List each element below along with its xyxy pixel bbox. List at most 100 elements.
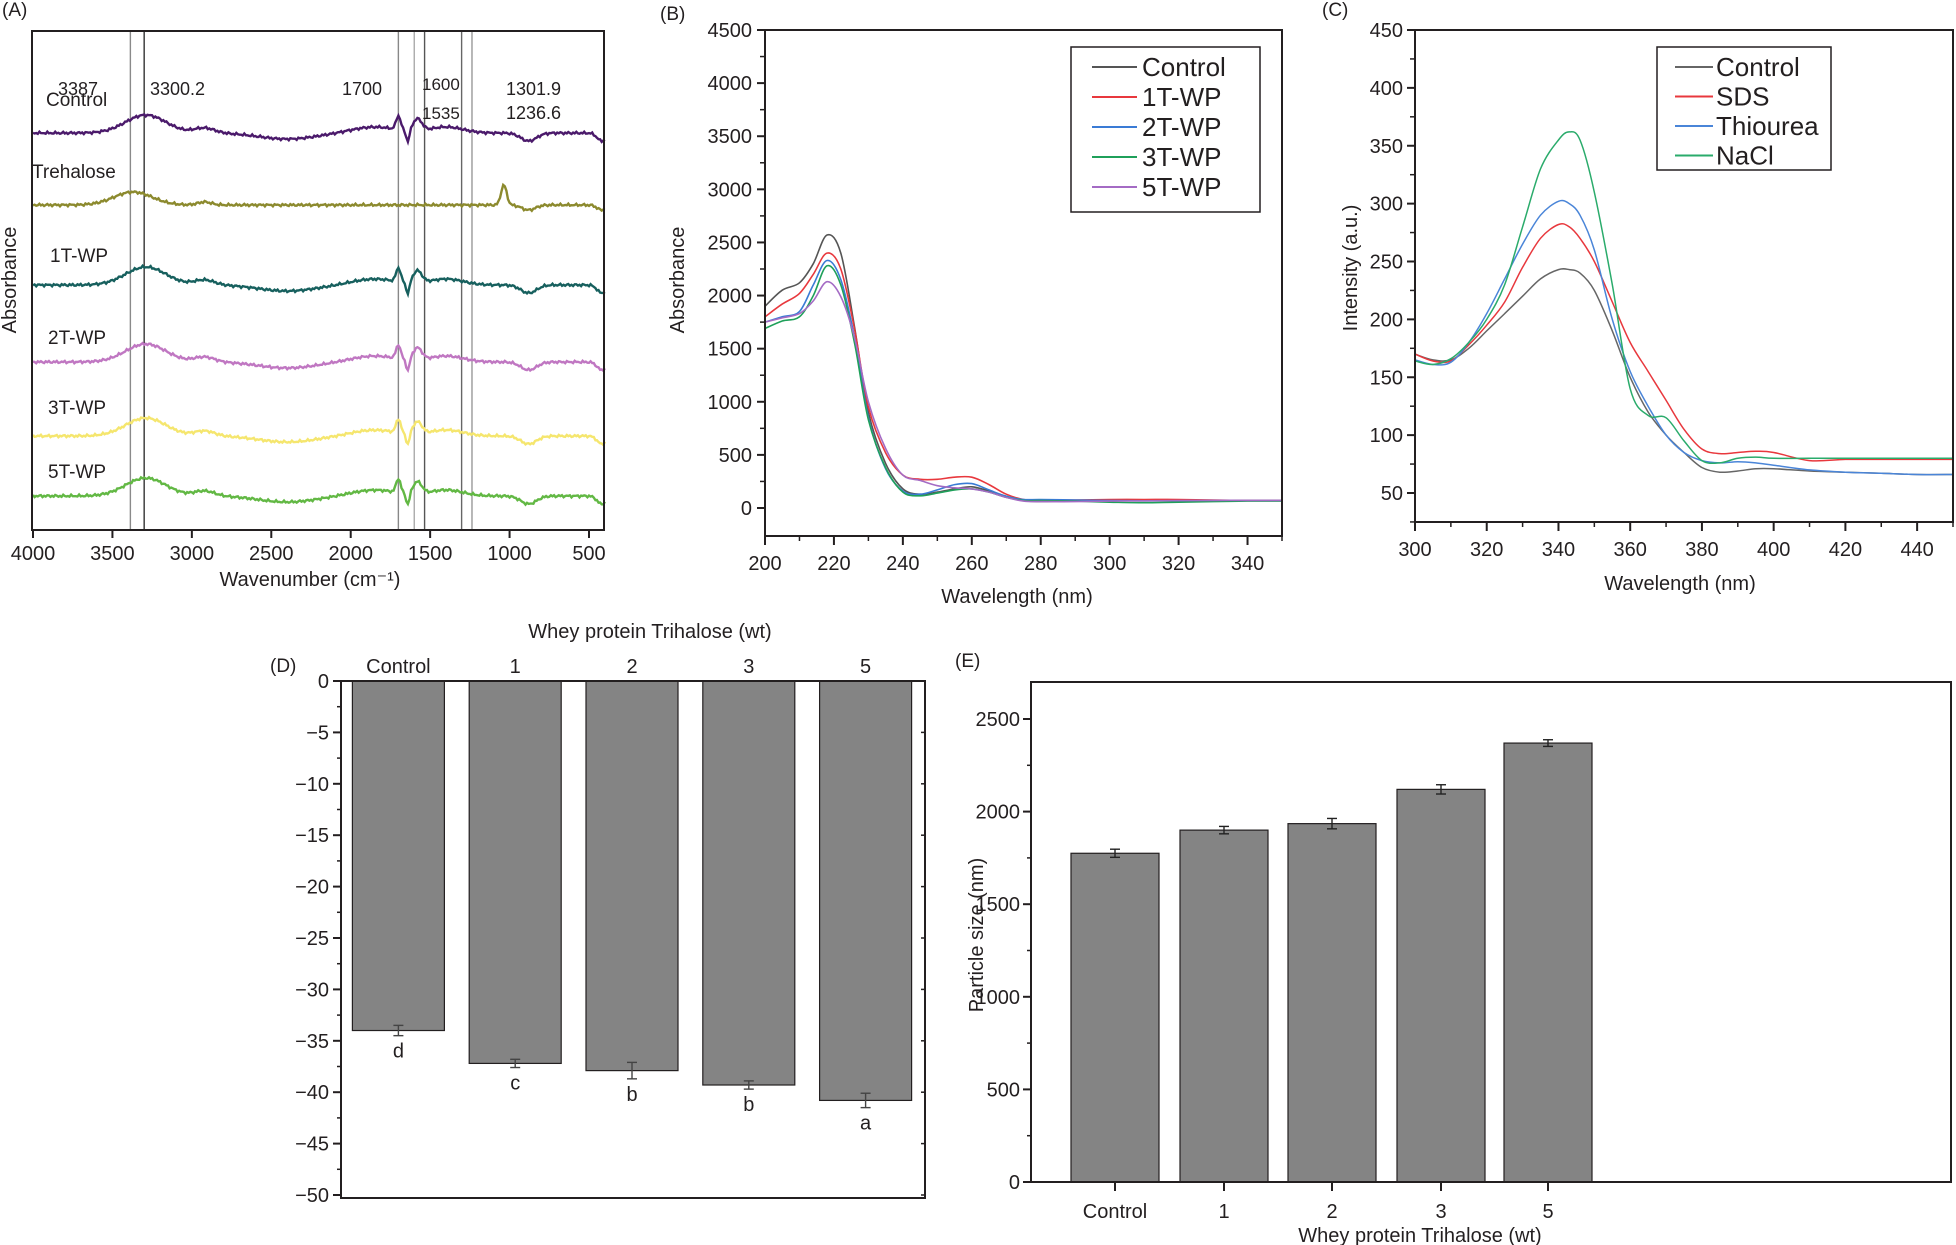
legend-label: 2T-WP xyxy=(1142,112,1221,142)
x-tick-label: 360 xyxy=(1614,539,1647,561)
bar xyxy=(818,680,913,1102)
panel-d-label: (D) xyxy=(270,656,296,677)
panel-b-label: (B) xyxy=(660,4,685,25)
x-tick-label: 2500 xyxy=(249,543,294,565)
category-label: Control xyxy=(366,656,430,678)
significance-letter: b xyxy=(743,1094,754,1116)
y-tick-label: −10 xyxy=(295,774,329,796)
y-axis-ticks: 0 −5 −10 −15 −20 −25 −30 −35 −40 −45 −50 xyxy=(295,671,925,1207)
legend-label: SDS xyxy=(1716,82,1769,112)
y-tick-label: −5 xyxy=(306,722,329,744)
y-tick-label: 250 xyxy=(1370,252,1403,274)
y-tick-label: −25 xyxy=(295,928,329,950)
y-tick-label: 300 xyxy=(1370,194,1403,216)
plot-frame xyxy=(1030,681,1952,1183)
y-axis-label: Absorbance xyxy=(667,227,689,334)
y-axis-label: Intensity (a.u.) xyxy=(1340,205,1362,332)
series-label: 2T-WP xyxy=(48,328,106,349)
panel-c-label: (C) xyxy=(1322,0,1348,21)
x-axis-label: Whey protein Trihalose (wt) xyxy=(1298,1225,1541,1245)
x-tick-label: 3500 xyxy=(90,543,135,565)
series-line xyxy=(764,259,1282,502)
series-line xyxy=(1414,130,1953,465)
significance-letter: d xyxy=(393,1041,404,1063)
reference-label: 3300.2 xyxy=(150,79,205,99)
reference-label: 3387 xyxy=(58,79,98,99)
category-label: 2 xyxy=(626,656,637,678)
x-tick-label: 1500 xyxy=(408,543,453,565)
y-tick-label: −35 xyxy=(295,1031,329,1053)
legend-label: Control xyxy=(1142,52,1226,82)
y-tick-label: 150 xyxy=(1370,367,1403,389)
y-tick-label: 200 xyxy=(1370,309,1403,331)
x-tick-label: 300 xyxy=(1093,553,1126,575)
y-tick-label: −50 xyxy=(295,1185,329,1207)
panel-b-uv: (B) 0 500 1000 1500 2000 2500 3000 3500 4000 4500… xyxy=(660,4,1283,608)
series-label: 3T-WP xyxy=(48,398,106,419)
bar xyxy=(702,680,796,1086)
y-tick-label: 0 xyxy=(741,498,752,520)
y-tick-label: 3500 xyxy=(708,126,753,148)
plot-frame xyxy=(1414,29,1954,523)
x-tick-label: 200 xyxy=(748,553,781,575)
x-tick-label: 500 xyxy=(572,543,605,565)
chart-title: Whey protein Trihalose (wt) xyxy=(528,621,771,643)
bars: d c b b a xyxy=(351,680,913,1135)
y-tick-label: −40 xyxy=(295,1082,329,1104)
series-line xyxy=(1414,222,1953,462)
panel-c-fluorescence: (C) 50 100 150 200 250 300 350 400 450 300 320 340… xyxy=(1322,0,1954,595)
category-label: 5 xyxy=(1542,1201,1553,1223)
x-tick-label: 3000 xyxy=(170,543,215,565)
y-tick-label: 500 xyxy=(719,445,752,467)
y-tick-label: 0 xyxy=(318,671,329,693)
category-label: 5 xyxy=(860,656,871,678)
x-tick-label: 220 xyxy=(817,553,850,575)
y-tick-label: 1500 xyxy=(976,894,1021,916)
x-tick-label: 260 xyxy=(955,553,988,575)
panel-a-label: (A) xyxy=(2,0,27,21)
series-line xyxy=(32,263,606,299)
fluorescence-series xyxy=(1414,130,1954,476)
y-axis-label: Absorbance xyxy=(0,227,21,334)
reference-labels: 3387 3300.2 1700 1600 1535 1301.9 1236.6 xyxy=(58,75,561,123)
category-label: 1 xyxy=(510,656,521,678)
x-tick-label: 380 xyxy=(1685,539,1718,561)
series-line xyxy=(32,112,606,146)
reference-label: 1535 xyxy=(422,104,460,123)
x-tick-label: 420 xyxy=(1829,539,1862,561)
bars xyxy=(1070,739,1593,1183)
series-line xyxy=(32,415,606,447)
reference-label: 1700 xyxy=(342,79,382,99)
series-labels: Control Trehalose 1T-WP 2T-WP 3T-WP 5T-WP xyxy=(32,90,116,483)
x-tick-label: 400 xyxy=(1757,539,1790,561)
category-label: 3 xyxy=(743,656,754,678)
legend-label: NaCl xyxy=(1716,141,1774,171)
plot-frame xyxy=(764,29,1283,537)
x-tick-label: 2000 xyxy=(328,543,373,565)
reference-label: 1301.9 xyxy=(506,79,561,99)
panel-e-label: (E) xyxy=(955,651,980,672)
y-tick-label: 2000 xyxy=(708,286,753,308)
y-tick-label: 400 xyxy=(1370,78,1403,100)
significance-letter: a xyxy=(860,1113,872,1135)
y-tick-label: −15 xyxy=(295,825,329,847)
y-tick-label: −20 xyxy=(295,877,329,899)
uv-series xyxy=(764,233,1283,504)
y-axis-ticks: 50 100 150 200 250 300 350 400 450 xyxy=(1370,20,1415,523)
reference-label: 1236.6 xyxy=(506,103,561,123)
x-axis-ticks: 200 220 240 260 280 300 320 340 xyxy=(748,536,1283,575)
y-tick-label: 3000 xyxy=(708,179,753,201)
y-tick-label: −45 xyxy=(295,1134,329,1156)
x-axis-ticks: 300 320 340 360 380 400 420 440 xyxy=(1398,522,1954,561)
plot-frame xyxy=(31,30,605,531)
x-tick-label: 280 xyxy=(1024,553,1057,575)
bar xyxy=(585,680,679,1072)
bar xyxy=(468,680,562,1065)
significance-letter: c xyxy=(510,1073,520,1095)
x-axis-label: Wavelength (nm) xyxy=(941,586,1093,608)
x-tick-label: 1000 xyxy=(487,543,532,565)
category-labels: Control 1 2 3 5 xyxy=(1083,1182,1554,1223)
series-line xyxy=(1414,199,1954,476)
